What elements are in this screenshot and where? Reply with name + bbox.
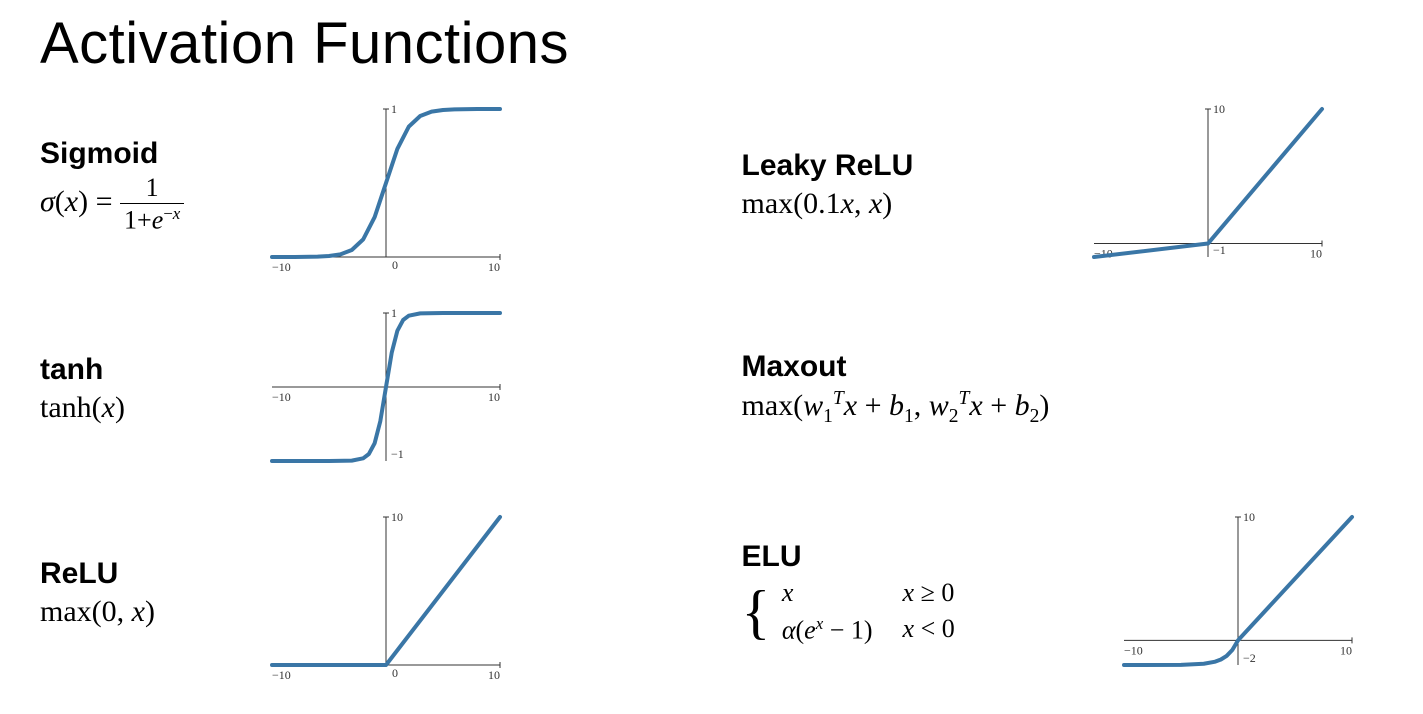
svg-text:10: 10 (1340, 643, 1352, 657)
relu-chart: −10 10 0 10 (250, 503, 510, 683)
svg-text:0: 0 (392, 258, 398, 272)
cell-relu: ReLU max(0, x) −10 10 0 10 (40, 493, 682, 693)
tanh-formula: tanh(x) (40, 391, 240, 426)
sigmoid-formula: σ(x) = 1 1+e−x (40, 175, 240, 234)
cell-tanh: tanh tanh(x) −10 10 −1 1 (40, 289, 682, 489)
svg-text:10: 10 (1213, 102, 1225, 116)
sigmoid-name: Sigmoid (40, 137, 240, 171)
svg-text:−1: −1 (1213, 243, 1226, 257)
maxout-text: Maxout max(w1Tx + b1, w2Tx + b2) (742, 350, 1242, 428)
leaky-relu-text: Leaky ReLU max(0.1x, x) (742, 149, 1062, 222)
maxout-formula: max(w1Tx + b1, w2Tx + b2) (742, 388, 1242, 428)
cell-leaky-relu: Leaky ReLU max(0.1x, x) −1010−110 (742, 85, 1384, 285)
svg-text:10: 10 (488, 390, 500, 404)
tanh-name: tanh (40, 353, 240, 387)
cell-maxout: Maxout max(w1Tx + b1, w2Tx + b2) (742, 289, 1384, 489)
elu-name: ELU (742, 540, 1092, 574)
svg-text:−10: −10 (272, 668, 291, 682)
sigmoid-text: Sigmoid σ(x) = 1 1+e−x (40, 137, 240, 234)
svg-text:1: 1 (391, 306, 397, 320)
leaky-relu-formula: max(0.1x, x) (742, 187, 1062, 222)
page-title: Activation Functions (40, 10, 1383, 77)
svg-text:10: 10 (1310, 247, 1322, 261)
elu-formula: { x x ≥ 0 α(ex − 1) x < 0 (742, 578, 1092, 645)
svg-text:−10: −10 (272, 260, 291, 274)
cell-sigmoid: Sigmoid σ(x) = 1 1+e−x −10 10 0 1 (40, 85, 682, 285)
cell-elu: ELU { x x ≥ 0 α(ex − 1) x < 0 −10 10 −2 10 (742, 493, 1384, 693)
tanh-text: tanh tanh(x) (40, 353, 240, 426)
function-grid: Sigmoid σ(x) = 1 1+e−x −101001 Leaky ReL… (40, 85, 1383, 693)
svg-text:−10: −10 (272, 390, 291, 404)
relu-formula: max(0, x) (40, 595, 240, 630)
maxout-name: Maxout (742, 350, 1242, 384)
svg-text:10: 10 (1243, 510, 1255, 524)
sigmoid-chart: −10 10 0 1 (250, 95, 510, 275)
svg-text:10: 10 (488, 668, 500, 682)
svg-text:−1: −1 (391, 447, 404, 461)
svg-text:1: 1 (391, 102, 397, 116)
tanh-chart: −10 10 −1 1 (250, 299, 510, 479)
relu-text: ReLU max(0, x) (40, 557, 240, 630)
leaky-relu-chart: −1010−110 (1072, 95, 1332, 275)
elu-text: ELU { x x ≥ 0 α(ex − 1) x < 0 (742, 540, 1092, 645)
svg-text:−10: −10 (1124, 643, 1143, 657)
svg-text:10: 10 (488, 260, 500, 274)
svg-text:10: 10 (391, 510, 403, 524)
elu-chart: −10 10 −2 10 (1102, 503, 1362, 683)
leaky-relu-name: Leaky ReLU (742, 149, 1062, 183)
svg-text:0: 0 (392, 666, 398, 680)
svg-text:−2: −2 (1243, 651, 1256, 665)
relu-name: ReLU (40, 557, 240, 591)
